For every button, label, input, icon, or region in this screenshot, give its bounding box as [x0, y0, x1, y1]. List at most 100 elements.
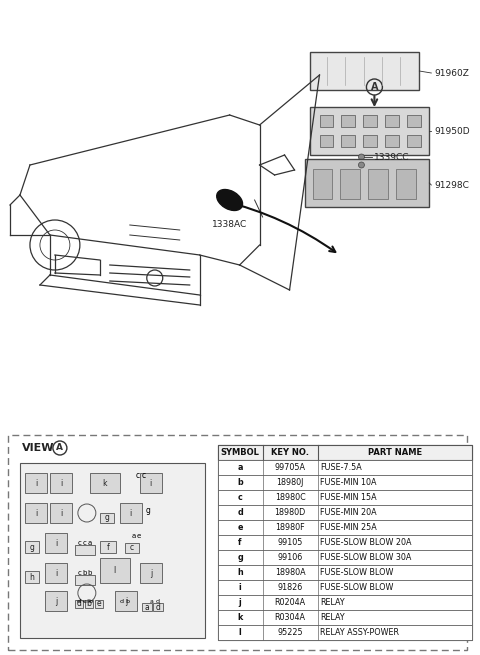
Bar: [100, 513, 114, 523]
Text: FUSE-7.5A: FUSE-7.5A: [321, 463, 362, 472]
Bar: [363, 115, 377, 127]
Bar: [25, 541, 39, 553]
Text: d: d: [156, 603, 160, 612]
Text: 18980J: 18980J: [276, 478, 304, 487]
Text: j: j: [239, 598, 241, 607]
Bar: [45, 533, 67, 553]
Text: 91960Z: 91960Z: [434, 69, 469, 77]
Bar: [45, 563, 67, 583]
Text: 1339CC: 1339CC: [374, 153, 410, 162]
Bar: [320, 135, 334, 147]
Text: 18980F: 18980F: [275, 523, 305, 532]
Text: i: i: [130, 508, 132, 517]
Text: e: e: [96, 599, 101, 608]
Bar: [217, 505, 472, 520]
Text: d: d: [77, 599, 81, 604]
Text: d: d: [156, 599, 160, 604]
Text: b: b: [126, 599, 130, 604]
Text: b: b: [86, 599, 91, 608]
Text: c: c: [83, 540, 87, 546]
Text: a: a: [238, 463, 243, 472]
Text: R0304A: R0304A: [275, 613, 306, 622]
Text: i: i: [239, 583, 241, 592]
Text: FUSE-SLOW BLOW: FUSE-SLOW BLOW: [321, 583, 394, 592]
Text: e: e: [137, 533, 141, 539]
Ellipse shape: [217, 189, 242, 210]
Text: A: A: [371, 82, 378, 92]
Text: FUSE-SLOW BLOW 20A: FUSE-SLOW BLOW 20A: [321, 538, 412, 547]
Text: A: A: [57, 443, 63, 453]
Text: c: c: [83, 599, 86, 604]
Bar: [396, 169, 416, 199]
Bar: [25, 503, 47, 523]
Circle shape: [359, 154, 364, 160]
Bar: [140, 563, 162, 583]
Text: FUSE-SLOW BLOW: FUSE-SLOW BLOW: [321, 568, 394, 577]
Text: b: b: [237, 478, 243, 487]
Bar: [140, 473, 162, 493]
Text: j: j: [150, 569, 152, 578]
Text: 18980D: 18980D: [275, 508, 306, 517]
Text: FUSE-SLOW BLOW 30A: FUSE-SLOW BLOW 30A: [321, 553, 412, 562]
Bar: [310, 52, 420, 90]
Text: 91826: 91826: [277, 583, 303, 592]
Bar: [125, 543, 139, 553]
Bar: [217, 535, 472, 550]
Bar: [217, 565, 472, 580]
Bar: [115, 591, 137, 611]
Bar: [217, 625, 472, 640]
Bar: [85, 600, 93, 608]
Bar: [304, 159, 429, 207]
Bar: [217, 475, 472, 490]
Text: f: f: [239, 538, 242, 547]
Text: 1338AC: 1338AC: [212, 220, 247, 229]
Bar: [341, 135, 356, 147]
Text: i: i: [35, 479, 37, 487]
Text: e: e: [238, 523, 243, 532]
Bar: [120, 503, 142, 523]
Bar: [408, 115, 421, 127]
Text: k: k: [103, 479, 107, 487]
Text: i: i: [150, 479, 152, 487]
Text: i: i: [55, 538, 57, 548]
Text: g: g: [145, 506, 150, 515]
Text: c: c: [78, 540, 82, 546]
Text: a: a: [88, 540, 92, 546]
Bar: [25, 571, 39, 583]
Bar: [217, 520, 472, 535]
Text: j: j: [55, 597, 57, 605]
Bar: [153, 603, 163, 611]
Text: c: c: [238, 493, 242, 502]
Text: 99705A: 99705A: [275, 463, 306, 472]
Bar: [8, 435, 467, 650]
Bar: [217, 550, 472, 565]
Text: d: d: [120, 599, 124, 604]
Text: RELAY: RELAY: [321, 598, 345, 607]
Text: VIEW: VIEW: [22, 443, 54, 453]
Bar: [50, 473, 72, 493]
Text: l: l: [239, 628, 241, 637]
Text: i: i: [60, 508, 62, 517]
Text: b: b: [88, 570, 92, 576]
Text: l: l: [114, 566, 116, 575]
Bar: [217, 580, 472, 595]
Bar: [75, 545, 95, 555]
Text: i: i: [60, 479, 62, 487]
Bar: [20, 463, 204, 638]
Text: j: j: [125, 597, 127, 605]
Text: FUSE-MIN 25A: FUSE-MIN 25A: [321, 523, 377, 532]
Circle shape: [359, 162, 364, 168]
Text: RELAY: RELAY: [321, 613, 345, 622]
Bar: [75, 600, 83, 608]
Text: 91298C: 91298C: [434, 181, 469, 189]
Bar: [385, 135, 399, 147]
Text: FUSE-MIN 10A: FUSE-MIN 10A: [321, 478, 377, 487]
Text: c: c: [78, 570, 82, 576]
Bar: [217, 490, 472, 505]
Text: PART NAME: PART NAME: [368, 448, 422, 457]
Bar: [320, 115, 334, 127]
Text: 95225: 95225: [277, 628, 303, 637]
Text: f: f: [107, 542, 109, 552]
Text: a: a: [144, 603, 149, 612]
Text: 18980A: 18980A: [275, 568, 305, 577]
